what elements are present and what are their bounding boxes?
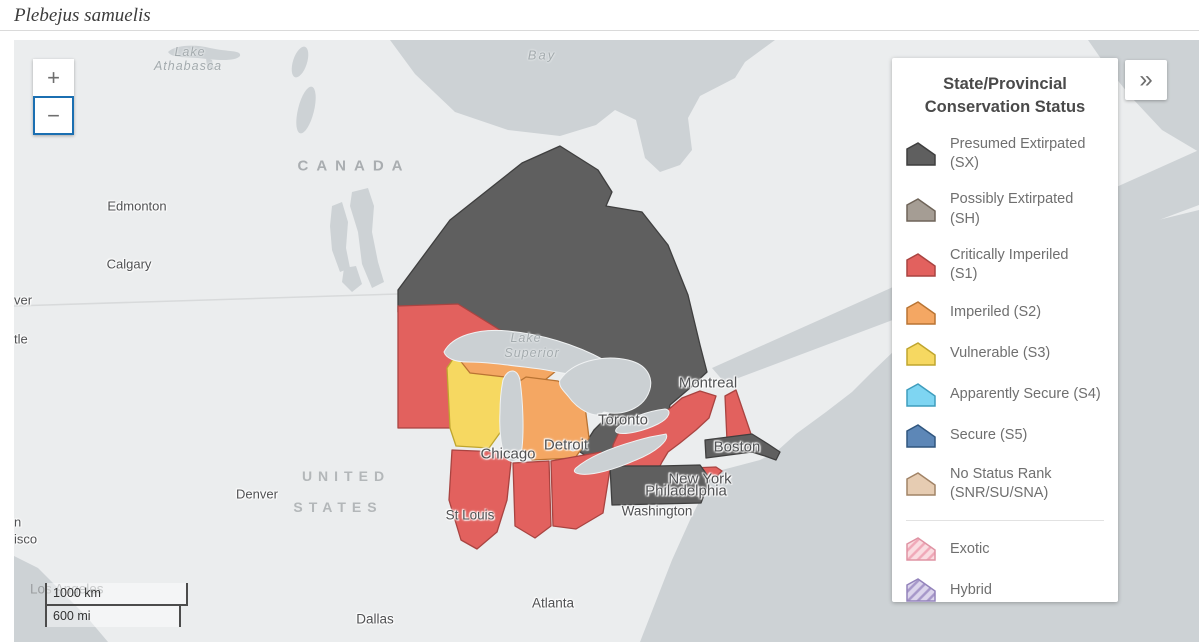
small-lake-north-1 xyxy=(291,46,309,78)
legend-item-s3: Vulnerable (S3) xyxy=(906,342,1104,366)
legend-item-sx: Presumed Extirpated (SX) xyxy=(906,135,1104,173)
scale-km: 1000 km xyxy=(45,583,188,606)
chevron-right-icon: » xyxy=(1139,66,1153,93)
sx-swatch-icon xyxy=(906,142,936,167)
s4-swatch-icon xyxy=(906,383,936,407)
snr-swatch-icon xyxy=(906,472,936,496)
legend-item-s4: Apparently Secure (S4) xyxy=(906,383,1104,407)
legend-title: State/Provincial Conservation Status xyxy=(924,75,1086,117)
region-indiana[interactable] xyxy=(512,460,552,539)
legend-item-s5: Secure (S5) xyxy=(906,424,1104,448)
zoom-out-button[interactable]: − xyxy=(33,96,74,135)
s2-swatch-icon xyxy=(906,301,936,325)
lake-erie xyxy=(573,433,668,475)
legend-item-s1: Critically Imperiled (S1) xyxy=(906,246,1104,284)
legend-collapse-button[interactable]: » xyxy=(1125,60,1167,100)
title-bar: Plebejus samuelis xyxy=(0,0,1199,31)
region-massachusetts[interactable] xyxy=(704,433,781,461)
legend-item-sh: Possibly Extirpated (SH) xyxy=(906,190,1104,228)
lake-manitoba xyxy=(342,266,362,292)
region-pennsylvania[interactable] xyxy=(609,464,711,506)
legend-item-hybrid: Hybrid xyxy=(906,578,1104,602)
region-illinois[interactable] xyxy=(448,449,512,550)
small-lake-north-2 xyxy=(296,86,316,134)
page-title: Plebejus samuelis xyxy=(14,5,151,26)
sh-swatch-icon xyxy=(906,197,936,222)
lake-huron xyxy=(559,357,651,416)
legend-item-s2: Imperiled (S2) xyxy=(906,301,1104,325)
zoom-control: + − xyxy=(33,59,74,135)
exotic-swatch-icon xyxy=(906,537,936,561)
lake-ontario xyxy=(615,408,670,434)
lake-st-clair xyxy=(568,442,578,452)
legend-divider xyxy=(906,520,1104,522)
scale-mi: 600 mi xyxy=(45,604,181,627)
scale-bar: 1000 km 600 mi xyxy=(45,583,188,627)
legend-item-exotic: Exotic xyxy=(906,537,1104,561)
legend-item-snr: No Status Rank (SNR/SU/SNA) xyxy=(906,465,1104,503)
lake-winnipeg xyxy=(350,188,384,288)
s1-swatch-icon xyxy=(906,252,936,277)
lake-winnipegosis xyxy=(330,202,350,272)
lake-michigan xyxy=(499,370,524,462)
lake-athabasca xyxy=(168,45,241,70)
zoom-in-button[interactable]: + xyxy=(33,59,74,96)
s3-swatch-icon xyxy=(906,342,936,366)
us-canada-border xyxy=(14,293,399,307)
hybrid-swatch-icon xyxy=(906,578,936,602)
hudson-bay xyxy=(390,40,775,172)
pacific-ocean xyxy=(14,556,108,642)
legend-panel: State/Provincial Conservation Status Pre… xyxy=(892,58,1118,602)
s5-swatch-icon xyxy=(906,424,936,448)
